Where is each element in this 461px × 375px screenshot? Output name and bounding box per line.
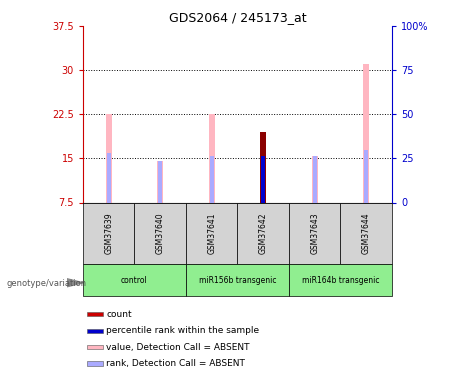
Text: GSM37643: GSM37643 [310,213,319,254]
Bar [260,132,266,202]
Bar [340,202,392,264]
Text: miR156b transgenic: miR156b transgenic [199,276,276,285]
Bar [260,132,266,202]
Bar [87,361,103,366]
Text: control: control [121,276,148,285]
Text: GSM37640: GSM37640 [156,213,165,254]
Bar [87,328,103,333]
Text: GSM37639: GSM37639 [104,213,113,254]
Title: GDS2064 / 245173_at: GDS2064 / 245173_at [169,11,306,24]
Bar [186,264,289,296]
Bar [87,345,103,349]
Bar [237,202,289,264]
Bar [312,156,318,203]
Bar [83,264,186,296]
Text: rank, Detection Call = ABSENT: rank, Detection Call = ABSENT [106,359,245,368]
Text: GSM37641: GSM37641 [207,213,216,254]
Text: percentile rank within the sample: percentile rank within the sample [106,326,259,335]
Text: miR164b transgenic: miR164b transgenic [301,276,379,285]
Bar [261,156,265,203]
Bar [313,156,317,203]
Bar [83,202,135,264]
Bar [289,202,340,264]
Text: count: count [106,310,132,319]
Polygon shape [67,279,83,287]
Bar [158,161,162,202]
Text: GSM37642: GSM37642 [259,213,268,254]
Bar [106,114,112,202]
Bar [208,114,215,202]
Bar [289,264,392,296]
Bar [363,64,369,203]
Bar [87,312,103,316]
Bar [210,156,214,203]
Bar [135,202,186,264]
Bar [106,153,111,203]
Bar [157,161,163,202]
Text: value, Detection Call = ABSENT: value, Detection Call = ABSENT [106,342,249,351]
Bar [186,202,237,264]
Text: genotype/variation: genotype/variation [7,279,87,288]
Bar [364,150,368,202]
Text: GSM37644: GSM37644 [361,213,371,254]
Bar [261,156,265,203]
